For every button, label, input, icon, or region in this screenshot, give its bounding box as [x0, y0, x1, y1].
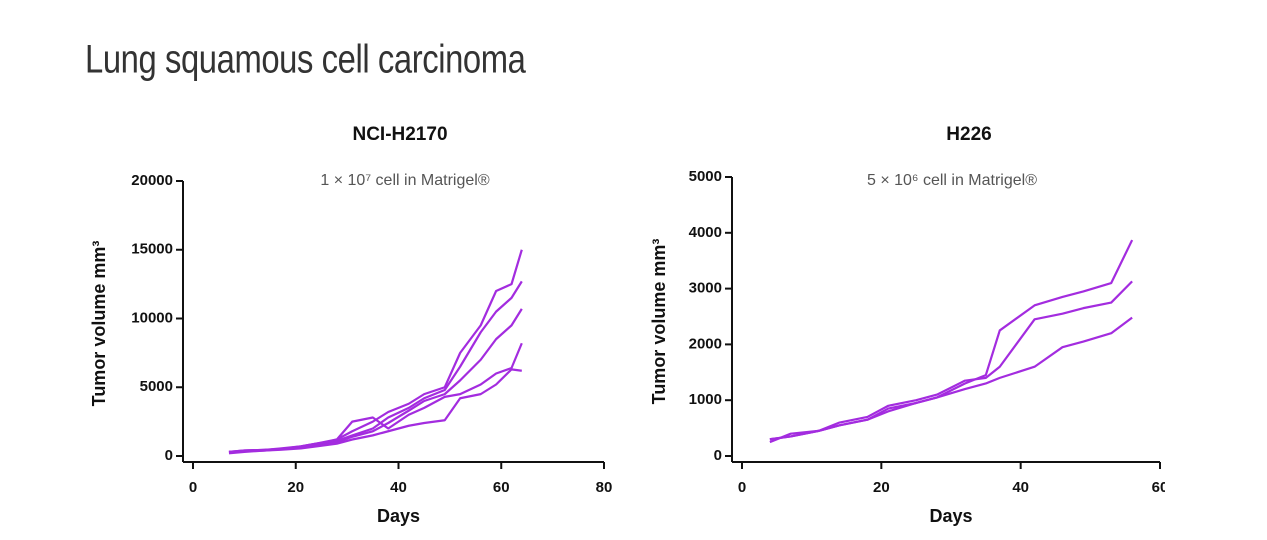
y-axis-label: Tumor volume mm³ [649, 239, 669, 405]
line-series [228, 280, 523, 453]
x-tick-label: 40 [1012, 479, 1029, 496]
y-tick-label: 20000 [131, 172, 173, 189]
line-series [228, 368, 522, 455]
y-tick-label: 0 [165, 447, 173, 464]
x-tick-label: 20 [287, 479, 304, 496]
chart-subtitle: 5 × 10⁶ cell in Matrigel® [867, 172, 1037, 189]
line-series [228, 249, 523, 453]
y-tick-label: 15000 [131, 241, 173, 258]
y-tick-label: 3000 [689, 280, 722, 297]
x-tick-label: 40 [390, 479, 407, 496]
y-tick-label: 4000 [689, 224, 722, 241]
y-tick-label: 10000 [131, 309, 173, 326]
chart-1: NCI-H2170 1 × 10⁷ cell in Matrigel® Days Tu… [89, 124, 613, 526]
x-axis-label: Days [929, 506, 972, 526]
y-tick-label: 5000 [140, 378, 173, 395]
line-series [769, 316, 1133, 441]
x-tick-label: 80 [596, 479, 613, 496]
chart-subtitle: 1 × 10⁷ cell in Matrigel® [320, 172, 489, 189]
x-tick-label: 60 [493, 479, 510, 496]
chart-title: NCI-H2170 [352, 124, 447, 145]
y-tick-label: 5000 [689, 168, 722, 185]
x-axis-label: Days [377, 506, 420, 526]
x-tick-label: 60 [1152, 479, 1169, 496]
line-series [769, 239, 1134, 441]
x-tick-label: 0 [738, 479, 746, 496]
y-tick-label: 1000 [689, 391, 722, 408]
chart-2: H226 5 × 10⁶ cell in Matrigel® Days Tumor v… [649, 124, 1169, 526]
x-tick-label: 0 [189, 479, 197, 496]
chart-title: H226 [946, 124, 991, 145]
y-tick-label: 2000 [689, 335, 722, 352]
x-tick-label: 20 [873, 479, 890, 496]
y-axis-label: Tumor volume mm³ [89, 241, 109, 407]
y-tick-label: 0 [714, 447, 722, 464]
page-title: Lung squamous cell carcinoma [85, 36, 526, 81]
line-series [769, 280, 1133, 444]
